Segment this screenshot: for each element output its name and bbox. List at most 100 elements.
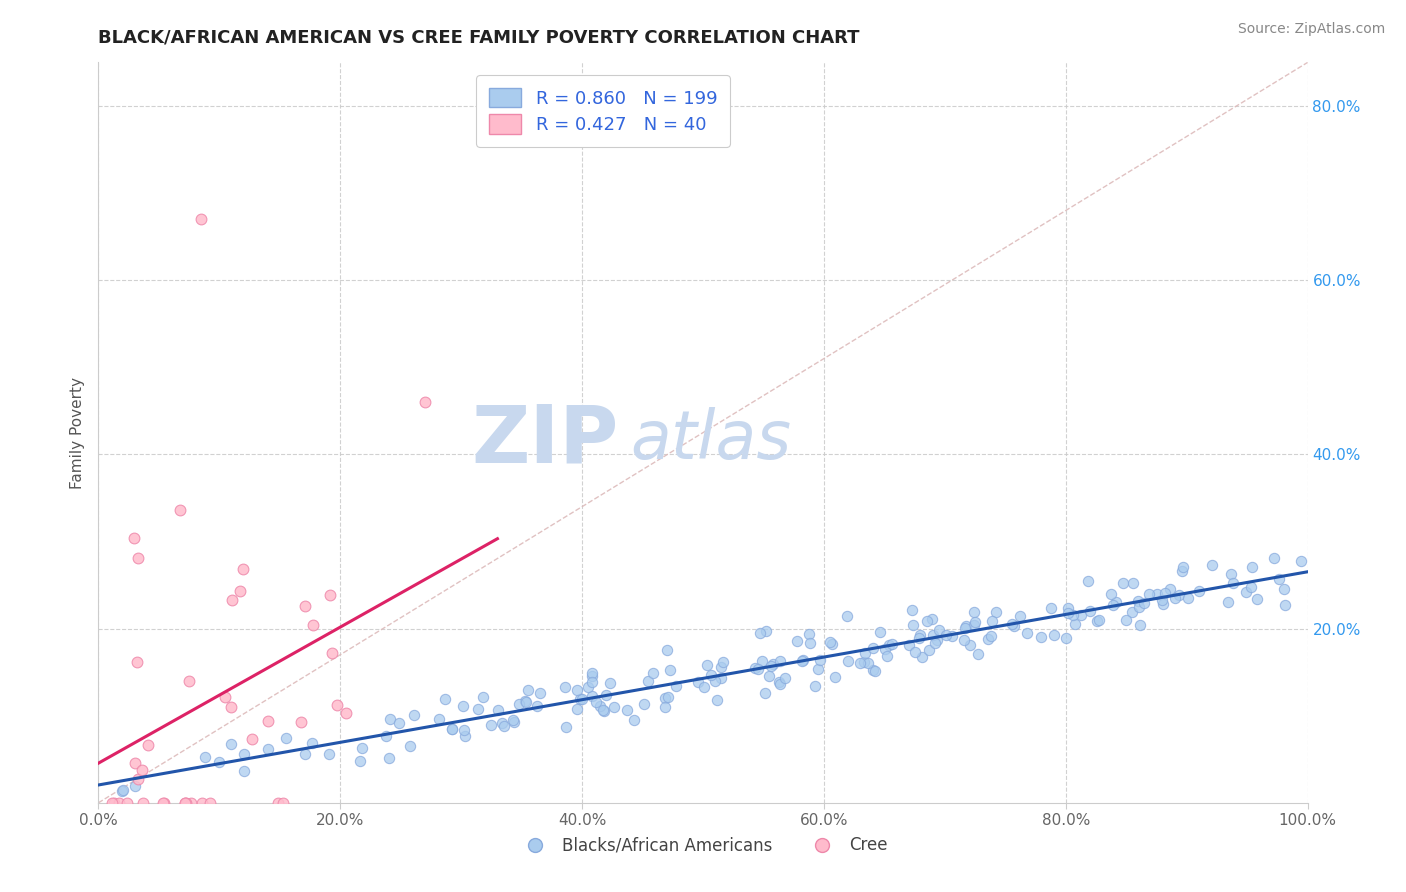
Point [706,693,728,707]
Point [571,691,593,706]
Point [665,679,688,693]
Point [108,796,131,810]
Point [654,690,676,705]
Point [1057,601,1080,615]
Point [862,663,884,677]
Point [592,703,614,717]
Point [981,614,1004,628]
Point [124,756,146,770]
Point [388,716,411,731]
Point [554,720,576,734]
Point [427,712,450,726]
Point [378,750,401,764]
Point [1121,605,1143,619]
Point [100,796,122,810]
Point [710,660,733,674]
Point [966,647,988,661]
Point [1268,572,1291,586]
Point [862,641,884,656]
Point [433,691,456,706]
Point [1043,628,1066,642]
Point [908,628,931,642]
Point [863,664,886,678]
Point [755,624,778,639]
Point [1241,560,1264,574]
Point [941,629,963,643]
Point [1115,613,1137,627]
Point [897,638,920,652]
Point [349,754,371,768]
Point [581,669,603,683]
Point [326,698,349,713]
Point [219,737,242,751]
Point [901,618,924,632]
Point [1173,560,1195,574]
Point [208,756,231,770]
Point [335,706,357,720]
Point [1154,586,1177,600]
Point [152,796,174,810]
Point [508,697,530,711]
Point [127,550,149,565]
Point [256,742,278,756]
Point [904,644,927,658]
Point [568,692,591,706]
Point [1159,582,1181,597]
Point [190,212,212,227]
Point [820,637,842,651]
Point [769,655,792,669]
Point [637,674,659,689]
Point [1001,617,1024,632]
Point [925,632,948,647]
Point [917,643,939,657]
Text: ZIP: ZIP [471,401,619,479]
Point [294,747,316,761]
Point [869,624,891,639]
Point [818,635,841,649]
Point [1015,625,1038,640]
Point [301,618,323,632]
Point [1167,588,1189,602]
Point [790,654,813,668]
Point [1112,575,1135,590]
Point [792,653,814,667]
Point [1177,591,1199,605]
Point [1129,617,1152,632]
Point [290,714,312,729]
Point [1128,600,1150,615]
Point [876,648,898,663]
Point [900,603,922,617]
Point [595,688,617,702]
Point [657,690,679,704]
Point [174,796,197,810]
Point [1137,587,1160,601]
Point [491,715,513,730]
Point [976,632,998,647]
Point [700,668,723,682]
Point [1272,582,1295,596]
Point [581,675,603,690]
Point [824,670,846,684]
Y-axis label: Family Poverty: Family Poverty [70,376,86,489]
Point [616,703,638,717]
Point [486,703,509,717]
Point [1240,580,1263,594]
Point [761,657,783,672]
Point [232,747,254,761]
Point [194,749,217,764]
Point [1105,595,1128,609]
Point [1152,598,1174,612]
Point [686,675,709,690]
Point [1234,584,1257,599]
Point [131,763,153,777]
Point [198,796,221,810]
Point [751,654,773,668]
Point [1216,595,1239,609]
Point [984,605,1007,619]
Point [180,796,202,810]
Point [953,621,976,635]
Point [124,779,146,793]
Point [928,624,950,638]
Point [633,697,655,711]
Point [852,655,875,669]
